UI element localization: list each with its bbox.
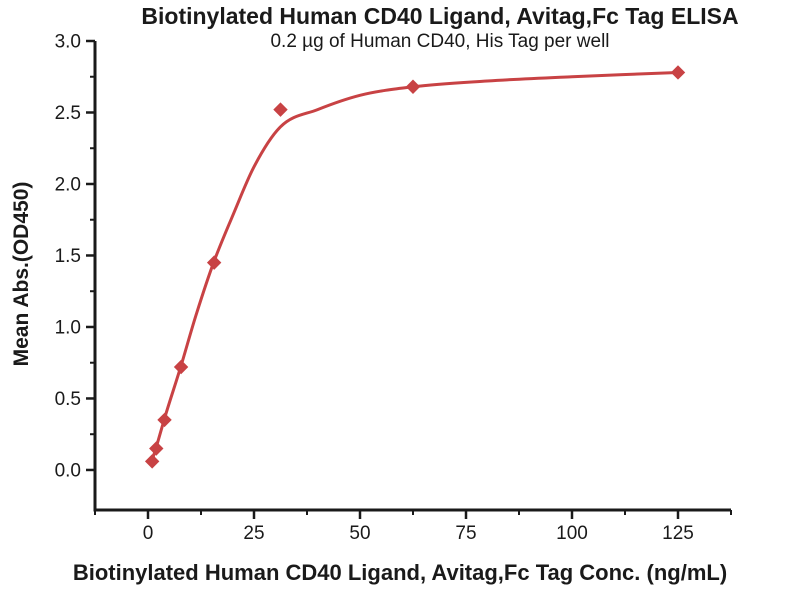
y-tick-label: 3.0 (55, 32, 81, 53)
y-tick-label: 1.5 (55, 246, 81, 267)
fit-curve (150, 71, 680, 462)
x-tick-label: 25 (243, 523, 264, 544)
x-axis-label: Biotinylated Human CD40 Ligand, Avitag,F… (72, 560, 728, 585)
y-tick-label: 0.5 (55, 389, 81, 410)
chart-title: Biotinylated Human CD40 Ligand, Avitag,F… (141, 3, 739, 29)
data-point-marker (273, 102, 288, 117)
x-tick-label: 125 (662, 523, 694, 544)
x-tick-label: 100 (556, 523, 588, 544)
y-tick-label: 2.5 (55, 103, 81, 124)
data-point-marker (144, 454, 160, 469)
data-point-marker (149, 441, 164, 456)
data-point-marker (206, 255, 222, 270)
data-point-marker (157, 412, 172, 428)
y-tick-label: 2.0 (55, 175, 81, 196)
y-tick-label: 1.0 (55, 318, 81, 339)
data-point-marker (670, 65, 686, 80)
y-tick-label: 0.0 (55, 461, 81, 482)
x-tick-label: 75 (455, 523, 476, 544)
data-point-marker (173, 359, 189, 375)
x-tick-label: 0 (143, 523, 154, 544)
chart-subtitle: 0.2 µg of Human CD40, His Tag per well (270, 31, 610, 52)
x-tick-label: 50 (349, 523, 370, 544)
data-point-marker (405, 79, 421, 94)
axes-spines (93, 41, 731, 512)
